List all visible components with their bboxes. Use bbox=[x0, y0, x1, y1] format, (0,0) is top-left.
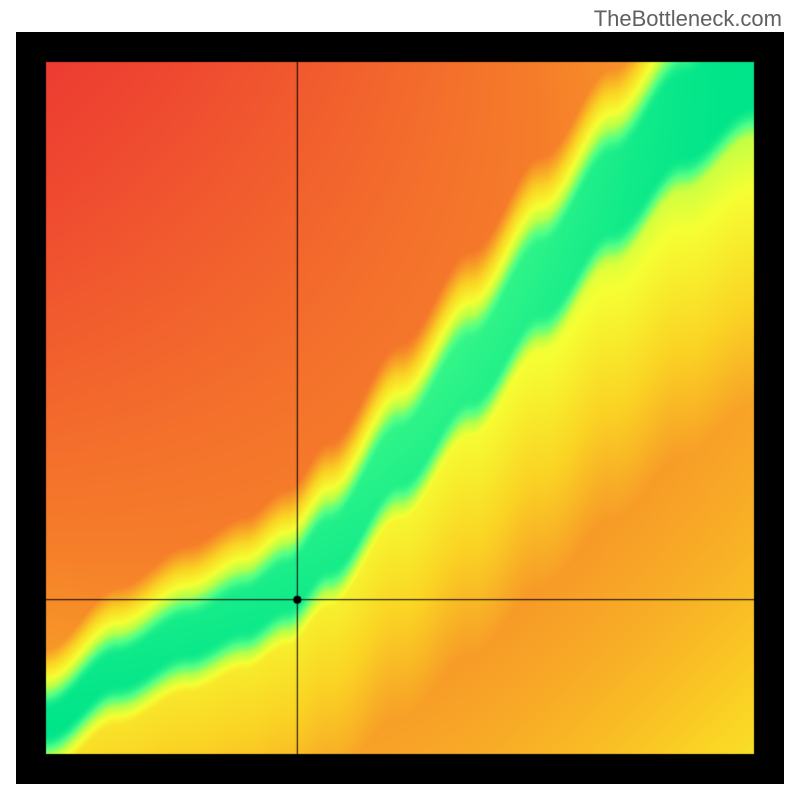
bottleneck-heatmap bbox=[16, 32, 784, 784]
watermark-text: TheBottleneck.com bbox=[594, 6, 782, 32]
